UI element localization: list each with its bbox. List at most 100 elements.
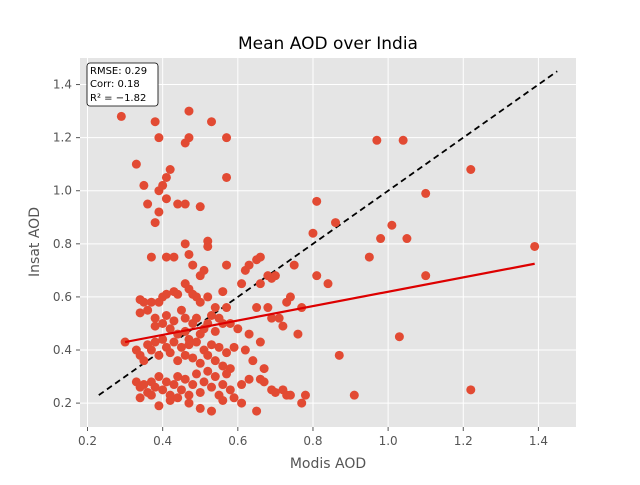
data-point [165, 164, 175, 174]
data-point [210, 326, 220, 336]
data-point [207, 382, 217, 392]
data-point [233, 324, 243, 334]
data-point [255, 279, 265, 289]
plot-area [80, 58, 576, 427]
y-tick-label: 0.8 [53, 237, 72, 251]
data-point [176, 342, 186, 352]
data-point [161, 311, 171, 321]
data-point [165, 324, 175, 334]
data-point [240, 345, 250, 355]
data-point [161, 377, 171, 387]
data-point [161, 172, 171, 182]
data-point [203, 292, 213, 302]
data-point [421, 188, 431, 198]
data-point [158, 318, 168, 328]
data-point [387, 220, 397, 230]
data-point [372, 135, 382, 145]
x-tick-label: 1.4 [529, 434, 548, 448]
data-point [255, 337, 265, 347]
data-point [222, 348, 232, 358]
data-point [207, 117, 217, 127]
data-point [210, 372, 220, 382]
data-point [161, 252, 171, 262]
x-axis-title: Modis AOD [290, 456, 366, 472]
data-point [173, 393, 183, 403]
data-point [180, 199, 190, 209]
data-point [225, 385, 235, 395]
data-point [364, 252, 374, 262]
data-point [237, 279, 247, 289]
data-point [270, 271, 280, 281]
data-point [188, 260, 198, 270]
data-point [188, 353, 198, 363]
y-tick-label: 1.2 [53, 131, 72, 145]
data-point [218, 380, 228, 390]
data-point [218, 395, 228, 405]
data-point [244, 260, 254, 270]
data-point [180, 239, 190, 249]
data-point [180, 374, 190, 384]
data-point [150, 321, 160, 331]
data-point [252, 406, 262, 416]
data-point [173, 289, 183, 299]
data-point [203, 241, 213, 251]
data-point [203, 366, 213, 376]
data-point [331, 218, 341, 228]
data-point [169, 252, 179, 262]
data-point [195, 403, 205, 413]
data-point [466, 385, 476, 395]
chart-title: Mean AOD over India [238, 34, 418, 54]
data-point [146, 345, 156, 355]
data-point [255, 252, 265, 262]
data-point [218, 287, 228, 297]
data-point [195, 202, 205, 212]
y-tick-label: 0.6 [53, 290, 72, 304]
data-point [376, 234, 386, 244]
data-point [146, 297, 156, 307]
data-point [165, 348, 175, 358]
data-point [285, 292, 295, 302]
data-point [158, 180, 168, 190]
regression-fit-line [124, 262, 535, 344]
data-point [297, 398, 307, 408]
y-tick-label: 1.0 [53, 184, 72, 198]
data-point [270, 387, 280, 397]
fit-lines [124, 262, 535, 344]
data-point [312, 271, 322, 281]
data-point [184, 398, 194, 408]
data-point [199, 265, 209, 275]
data-point [158, 385, 168, 395]
data-point [349, 390, 359, 400]
data-point [184, 106, 194, 116]
data-point [146, 390, 156, 400]
data-point [150, 313, 160, 323]
data-point [259, 377, 269, 387]
data-point [180, 313, 190, 323]
y-tick-label: 0.2 [53, 396, 72, 410]
data-point [222, 369, 232, 379]
data-point [248, 356, 258, 366]
data-point [188, 380, 198, 390]
data-point [180, 350, 190, 360]
data-point [180, 138, 190, 148]
data-point [154, 401, 164, 411]
stats-corr: Corr: 0.18 [90, 79, 140, 90]
data-point [237, 398, 247, 408]
data-point [293, 329, 303, 339]
y-axis-title: Insat AOD [27, 207, 43, 277]
x-tick-label: 0.4 [153, 434, 172, 448]
data-points [116, 106, 540, 416]
data-point [263, 303, 273, 313]
y-tick-label: 1.4 [53, 78, 72, 92]
data-point [176, 305, 186, 315]
x-tick-label: 1.2 [454, 434, 473, 448]
data-point [207, 340, 217, 350]
data-point [154, 372, 164, 382]
data-point [222, 172, 232, 182]
data-point [173, 199, 183, 209]
data-point [210, 356, 220, 366]
data-point [229, 393, 239, 403]
data-point [267, 313, 277, 323]
data-point [334, 350, 344, 360]
